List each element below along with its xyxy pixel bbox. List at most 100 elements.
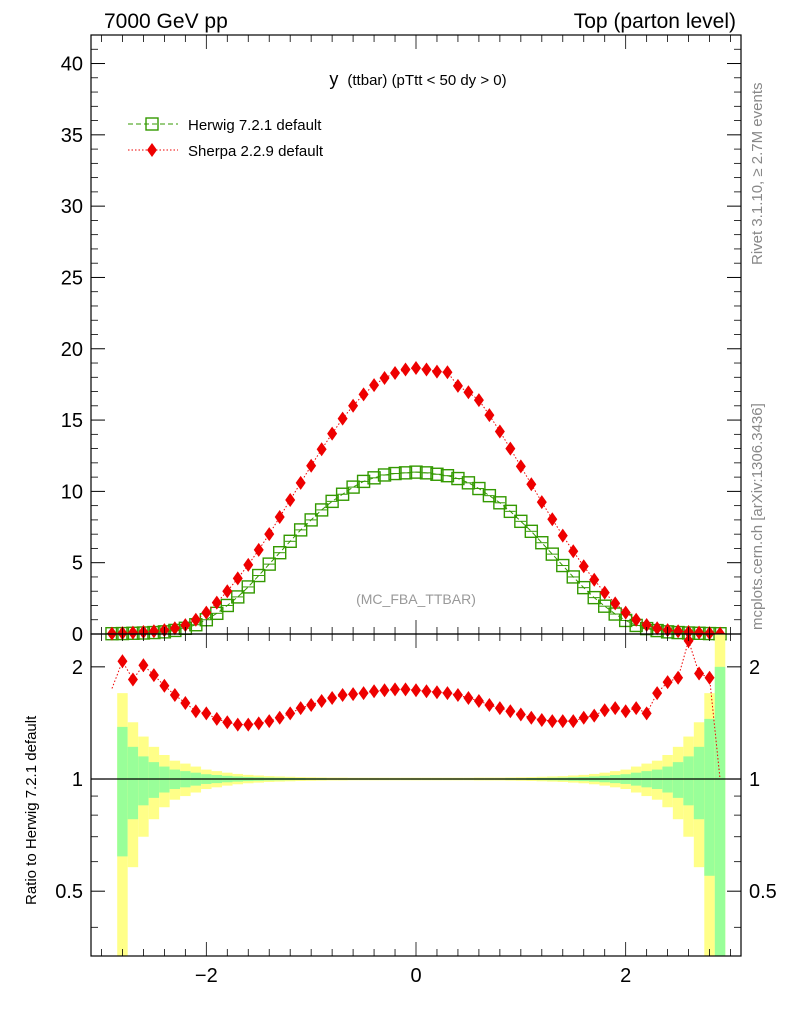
- sherpa-point: [442, 365, 453, 380]
- sherpa-point: [673, 624, 684, 639]
- legend-sherpa-marker: [128, 143, 178, 157]
- header-right: Top (parton level): [574, 10, 736, 33]
- herwig-point: [430, 467, 444, 481]
- sherpa-point: [253, 542, 264, 557]
- herwig-point: [524, 524, 539, 539]
- sherpa-point: [463, 385, 474, 400]
- herwig-point: [409, 465, 423, 479]
- ratio-sherpa-point: [631, 701, 642, 716]
- sherpa-point: [201, 605, 212, 620]
- herwig-point: [587, 590, 601, 605]
- sherpa-point: [484, 408, 495, 423]
- sherpa-point: [390, 366, 401, 381]
- sherpa-point: [295, 475, 306, 490]
- sherpa-point: [411, 361, 421, 376]
- sherpa-point: [431, 364, 442, 379]
- ratio-band-inner: [704, 718, 715, 876]
- sherpa-point: [264, 527, 275, 542]
- legend: Herwig 7.2.1 default Sherpa 2.2.9 defaul…: [128, 117, 324, 160]
- ratio-sherpa-point: [337, 688, 348, 703]
- main-ytick-label: 30: [61, 196, 83, 218]
- ratio-band-inner: [138, 756, 149, 806]
- xtick-label: 2: [620, 965, 631, 987]
- ratio-sherpa-point: [578, 710, 589, 725]
- ratio-sherpa-point: [169, 688, 180, 703]
- mcplots-label: mcplots.cern.ch [arXiv:1306.3436]: [749, 403, 766, 630]
- ratio-sherpa-point: [463, 690, 474, 705]
- ratio-sherpa-point: [662, 675, 673, 690]
- sherpa-point: [400, 362, 411, 377]
- sherpa-point: [379, 370, 390, 385]
- herwig-point: [273, 546, 287, 560]
- main-ytick-label: 10: [61, 481, 83, 503]
- ratio-sherpa-point: [505, 704, 516, 719]
- herwig-point: [577, 580, 591, 595]
- herwig-series: [105, 465, 727, 641]
- ratio-uncertainty-bands: [117, 634, 726, 956]
- herwig-point: [293, 523, 308, 537]
- herwig-point: [304, 513, 318, 527]
- legend-herwig-marker: [128, 117, 178, 131]
- ratio-sherpa-point: [473, 693, 484, 708]
- ratio-sherpa-point: [431, 685, 442, 700]
- ratio-sherpa-point: [652, 686, 663, 701]
- sherpa-point: [316, 442, 327, 457]
- ratio-sherpa-point: [694, 666, 705, 681]
- ratio-sherpa-point: [264, 714, 275, 729]
- ratio-sherpa-point: [442, 686, 453, 701]
- herwig-point: [493, 496, 507, 510]
- herwig-point: [556, 558, 570, 573]
- ratio-sherpa-point: [190, 704, 201, 719]
- herwig-point: [514, 514, 528, 529]
- ratio-sherpa-point: [222, 715, 233, 730]
- legend-herwig-label: Herwig 7.2.1 default: [188, 117, 322, 134]
- sherpa-point: [631, 612, 642, 627]
- ratio-sherpa-point: [211, 711, 222, 726]
- herwig-point: [314, 503, 329, 517]
- xtick-label: 0: [410, 965, 421, 987]
- sherpa-point: [599, 585, 610, 600]
- sherpa-point: [306, 458, 317, 473]
- sherpa-point: [180, 618, 191, 633]
- main-ytick-label: 0: [72, 624, 83, 646]
- ratio-sherpa-point: [568, 714, 579, 729]
- main-ytick-label: 15: [61, 410, 83, 432]
- ratio-sherpa-point: [673, 670, 684, 685]
- sherpa-point: [515, 459, 526, 474]
- herwig-point: [335, 487, 350, 501]
- sherpa-point: [190, 612, 201, 627]
- sherpa-point: [327, 426, 338, 441]
- ratio-band-inner: [714, 666, 726, 956]
- main-ytick-label: 5: [72, 553, 83, 575]
- ratio-sherpa-point: [599, 703, 610, 718]
- sherpa-point: [358, 387, 369, 402]
- ratio-sherpa-point: [547, 714, 558, 729]
- ratio-sherpa-point: [253, 716, 264, 731]
- main-panel-axes: 0 5 10 15 20 25 30 35 40: [61, 34, 742, 646]
- sherpa-point: [641, 618, 652, 633]
- sherpa-point: [148, 624, 159, 639]
- ratio-sherpa-point: [494, 701, 505, 716]
- sherpa-point: [274, 510, 285, 525]
- ratio-sherpa-point: [201, 706, 212, 721]
- herwig-point: [566, 570, 580, 584]
- herwig-point: [482, 488, 497, 503]
- ratio-ytick-label-right: 2: [749, 657, 760, 679]
- ratio-sherpa-point: [421, 684, 432, 699]
- main-ytick-label: 35: [61, 125, 83, 147]
- sherpa-point: [568, 544, 579, 559]
- sherpa-point: [536, 495, 547, 510]
- ratio-sherpa-point: [641, 706, 652, 721]
- ratio-sherpa-point: [117, 654, 128, 669]
- ratio-ytick-label-right: 1: [749, 769, 760, 791]
- ratio-sherpa-point: [306, 697, 317, 712]
- ratio-sherpa-point: [159, 678, 170, 693]
- ratio-sherpa-point: [148, 668, 159, 683]
- herwig-point: [545, 547, 559, 561]
- sherpa-point: [369, 378, 380, 393]
- sherpa-point: [652, 621, 663, 636]
- sherpa-point: [526, 477, 537, 492]
- herwig-point: [472, 481, 486, 496]
- ratio-ylabel: Ratio to Herwig 7.2.1 default: [23, 715, 40, 905]
- ratio-sherpa-point: [484, 697, 495, 712]
